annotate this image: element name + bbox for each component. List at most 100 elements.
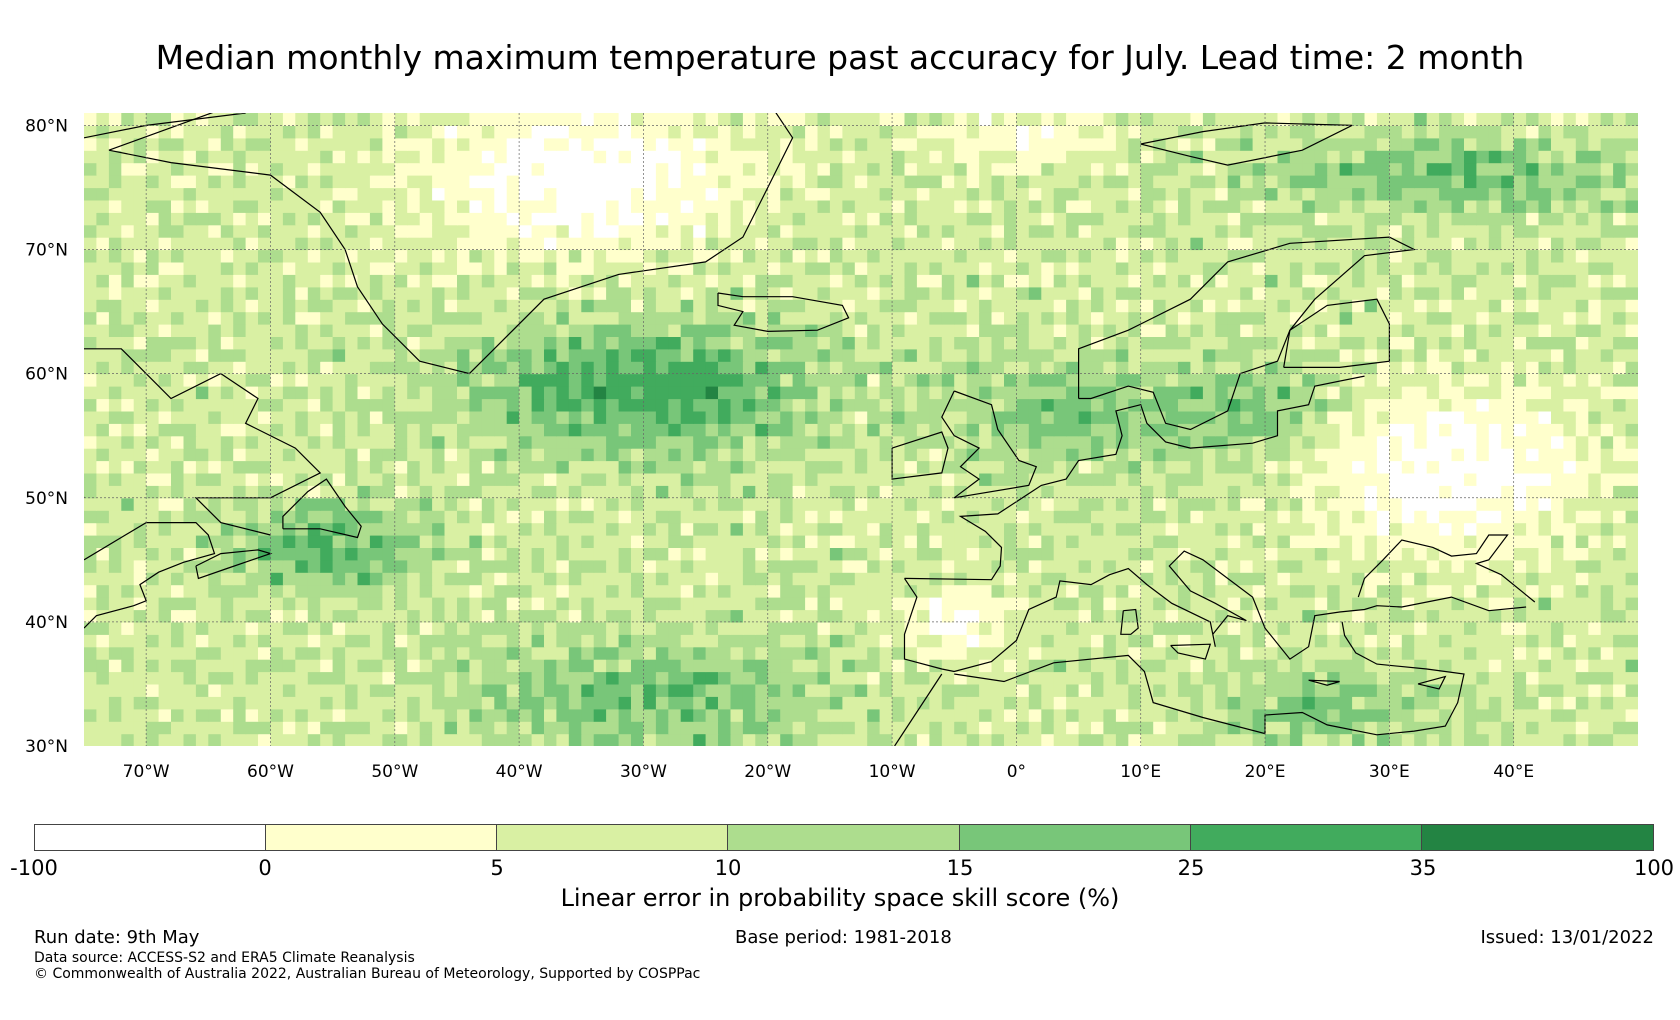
skill-cell [245, 261, 259, 275]
skill-cell [332, 584, 346, 598]
skill-cell [643, 708, 657, 722]
skill-cell [879, 386, 893, 400]
skill-cell [407, 535, 421, 548]
skill-cell [1588, 472, 1602, 486]
skill-cell [1240, 572, 1254, 586]
skill-cell [1600, 634, 1614, 648]
skill-cell [469, 410, 483, 424]
skill-cell [1625, 460, 1638, 474]
skill-cell [208, 559, 222, 573]
skill-cell [1202, 559, 1216, 573]
skill-cell [1526, 510, 1540, 524]
skill-cell [357, 683, 371, 697]
skill-cell [581, 597, 595, 611]
skill-cell [270, 497, 284, 511]
skill-cell [606, 472, 620, 486]
skill-cell [1165, 547, 1179, 561]
skill-cell [332, 361, 346, 375]
skill-cell [966, 708, 980, 722]
skill-cell [519, 472, 533, 486]
skill-cell [1004, 274, 1017, 288]
skill-cell [432, 708, 446, 722]
skill-cell [581, 671, 595, 685]
skill-cell [979, 721, 993, 735]
skill-cell [643, 584, 657, 598]
skill-cell [556, 646, 570, 660]
skill-cell [1202, 311, 1216, 325]
skill-cell [1041, 621, 1055, 635]
skill-score-map: 30°N40°N50°N60°N70°N80°N 70°W 60°W 50°W 40°… [25, 113, 1638, 782]
skill-cell [1513, 721, 1527, 735]
skill-cell [369, 410, 383, 424]
skill-cell [1389, 646, 1403, 660]
skill-cell [954, 448, 968, 462]
skill-cell [1140, 572, 1154, 586]
skill-cell [1600, 522, 1614, 536]
skill-cell [345, 547, 359, 561]
skill-cell [195, 398, 209, 412]
skill-cell [693, 398, 707, 412]
skill-cell [929, 261, 943, 275]
skill-cell [369, 423, 383, 437]
skill-cell [742, 646, 756, 660]
skill-cell [1439, 497, 1453, 511]
skill-cell [1215, 286, 1229, 300]
skill-cell [1588, 634, 1602, 648]
skill-cell [867, 733, 881, 746]
skill-cell [1078, 646, 1092, 660]
skill-cell [183, 336, 197, 350]
skill-cell [1488, 448, 1502, 462]
skill-cell [1165, 299, 1179, 313]
skill-cell [1140, 597, 1154, 611]
skill-cell [1103, 621, 1117, 635]
skill-cell [171, 497, 184, 511]
skill-cell [941, 609, 955, 623]
skill-cell [767, 659, 781, 673]
skill-cell [693, 497, 707, 511]
skill-cell [96, 733, 110, 746]
skill-cell [867, 286, 881, 300]
skill-cell [320, 696, 334, 710]
skill-cell [1078, 472, 1092, 486]
skill-cell [904, 485, 918, 499]
skill-cell [1128, 423, 1142, 437]
skill-cell [1227, 683, 1241, 697]
skill-cell [307, 510, 321, 524]
skill-cell [929, 522, 943, 536]
skill-cell [991, 348, 1005, 362]
skill-cell [879, 634, 893, 648]
skill-cell [991, 460, 1005, 474]
skill-cell [867, 448, 881, 462]
skill-cell [780, 485, 794, 499]
skill-cell [693, 708, 707, 722]
skill-cell [407, 708, 421, 722]
skill-cell [1476, 683, 1490, 697]
skill-cell [1551, 435, 1564, 449]
skill-cell [1202, 671, 1216, 685]
skill-cell [1451, 423, 1465, 437]
skill-cell [916, 448, 930, 462]
skill-cell [1091, 485, 1104, 499]
skill-cell [1476, 311, 1490, 325]
skill-cell [432, 286, 446, 300]
skill-cell [1115, 485, 1129, 499]
skill-cell [1252, 547, 1266, 561]
skill-cell [730, 249, 744, 263]
skill-cell [867, 485, 881, 499]
skill-cell [258, 634, 271, 648]
skill-cell [904, 522, 918, 536]
skill-cell [1165, 621, 1179, 635]
skill-cell [407, 522, 421, 536]
skill-cell [954, 423, 968, 437]
skill-cell [1314, 261, 1328, 275]
skill-cell [593, 621, 607, 635]
skill-cell [320, 274, 334, 288]
skill-cell [680, 597, 694, 611]
skill-cell [419, 448, 433, 462]
skill-cell [1451, 410, 1465, 424]
skill-cell [1314, 646, 1328, 660]
skill-cell [1376, 398, 1390, 412]
skill-cell [1302, 336, 1316, 350]
skill-cell [805, 398, 819, 412]
skill-cell [755, 572, 769, 586]
